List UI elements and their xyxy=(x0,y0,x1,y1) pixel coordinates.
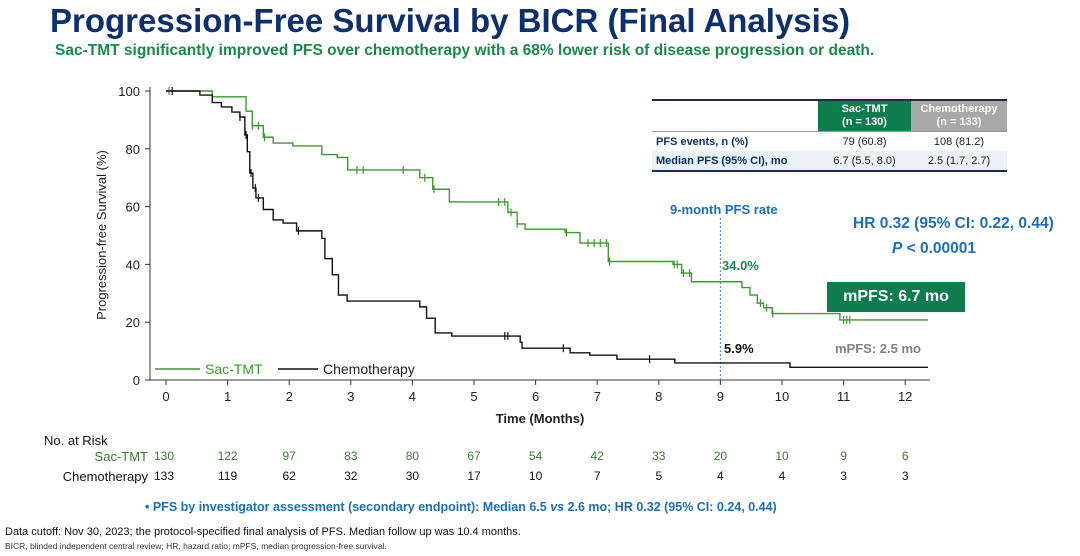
risk-count: 7 xyxy=(593,469,601,483)
y-tick-label: 100 xyxy=(118,84,140,99)
x-tick-label: 1 xyxy=(224,389,231,404)
risk-count: 9 xyxy=(840,449,847,463)
risk-row-label: Sac-TMT xyxy=(94,449,148,464)
legend-label-sac: Sac-TMT xyxy=(205,361,263,377)
summary-table: Sac-TMT (n = 130) Chemotherapy (n = 133) P… xyxy=(652,99,1007,172)
risk-table-title: No. at Risk xyxy=(44,433,108,448)
x-tick-label: 8 xyxy=(655,389,662,404)
risk-count: 97 xyxy=(282,449,296,463)
risk-count: 10 xyxy=(528,469,543,483)
risk-count: 32 xyxy=(344,469,358,483)
legend-label-chemo: Chemotherapy xyxy=(323,361,415,377)
risk-count: 130 xyxy=(153,449,175,463)
y-axis-label: Progression-free Survival (%) xyxy=(94,150,109,320)
y-tick-label: 60 xyxy=(126,200,140,215)
risk-row-label: Chemotherapy xyxy=(62,469,148,484)
col-header-chemo: Chemotherapy (n = 133) xyxy=(911,100,1007,132)
x-tick-label: 10 xyxy=(775,389,789,404)
y-tick-label: 80 xyxy=(126,142,140,157)
risk-count: 4 xyxy=(778,469,786,483)
mpfs-chemo-label: mPFS: 2.5 mo xyxy=(835,341,921,356)
risk-count: 67 xyxy=(467,449,481,463)
risk-count: 83 xyxy=(344,449,358,463)
risk-count: 20 xyxy=(713,449,728,463)
table-row: Median PFS (95% CI), mo 6.7 (5.5, 8.0) 2… xyxy=(652,151,1007,171)
hazard-ratio: HR 0.32 (95% CI: 0.22, 0.44) xyxy=(853,215,1054,232)
risk-count: 3 xyxy=(901,469,909,483)
risk-count: 6 xyxy=(901,449,909,463)
x-tick-label: 2 xyxy=(286,389,293,404)
risk-count: 133 xyxy=(153,469,175,483)
risk-count: 54 xyxy=(528,449,543,463)
landmark-rate-chemo: 5.9% xyxy=(724,341,754,356)
y-tick-label: 20 xyxy=(126,315,140,330)
table-row: PFS events, n (%) 79 (60.8) 108 (81.2) xyxy=(652,131,1007,151)
secondary-endpoint-note: • PFS by investigator assessment (second… xyxy=(145,500,777,514)
footnote-abbreviations: BICR, blinded independent central review… xyxy=(5,541,387,551)
risk-count: 33 xyxy=(652,449,666,463)
curves xyxy=(166,87,928,368)
y-tick-label: 40 xyxy=(126,257,140,272)
risk-count: 5 xyxy=(655,469,663,483)
km-curve-chemo xyxy=(166,90,928,368)
x-tick-label: 11 xyxy=(837,389,851,404)
risk-count: 42 xyxy=(590,449,604,463)
landmark-label: 9-month PFS rate xyxy=(670,202,778,217)
risk-count: 122 xyxy=(217,449,238,463)
legend: Sac-TMT Chemotherapy xyxy=(155,361,415,377)
km-curve-sac xyxy=(166,90,928,321)
risk-count: 62 xyxy=(282,469,296,483)
risk-count: 119 xyxy=(218,469,238,483)
risk-count: 3 xyxy=(840,469,847,483)
x-tick-label: 0 xyxy=(162,389,169,404)
col-header-sac: Sac-TMT (n = 130) xyxy=(818,100,911,132)
page-title: Progression-Free Survival by BICR (Final… xyxy=(50,2,851,39)
risk-count: 4 xyxy=(717,469,724,483)
risk-count: 30 xyxy=(405,469,420,483)
risk-count: 80 xyxy=(405,449,420,463)
x-tick-label: 7 xyxy=(594,389,601,404)
mpfs-sac-badge: mPFS: 6.7 mo xyxy=(827,282,965,312)
x-tick-label: 9 xyxy=(717,389,724,404)
y-tick-label: 0 xyxy=(133,373,140,388)
risk-count: 10 xyxy=(775,449,789,463)
page-subtitle: Sac-TMT significantly improved PFS over … xyxy=(55,42,875,59)
x-tick-label: 12 xyxy=(898,389,912,404)
risk-count: 17 xyxy=(467,469,481,483)
x-tick-label: 6 xyxy=(532,389,539,404)
landmark-rate-sac: 34.0% xyxy=(722,258,759,273)
footnote-cutoff: Data cutoff: Nov 30, 2023; the protocol-… xyxy=(5,526,521,538)
p-value: P < 0.00001 xyxy=(892,240,977,257)
x-axis-label: Time (Months) xyxy=(496,411,585,426)
x-tick-label: 3 xyxy=(347,389,354,404)
x-tick-label: 4 xyxy=(409,389,416,404)
x-tick-label: 5 xyxy=(470,389,477,404)
